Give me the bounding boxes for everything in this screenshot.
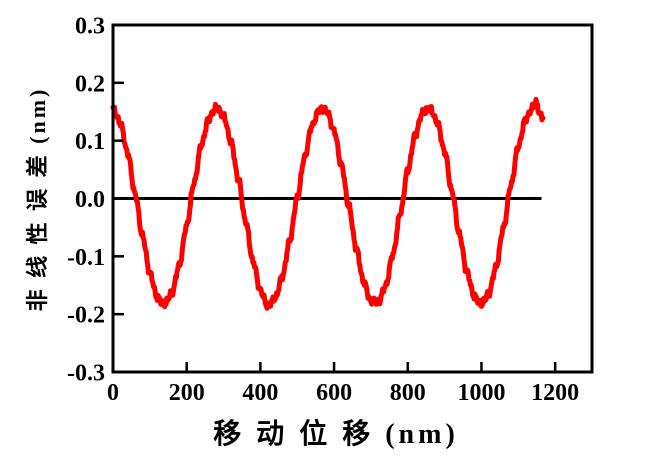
x-tick-label: 0 bbox=[107, 380, 119, 406]
x-tick-label: 1200 bbox=[531, 380, 579, 406]
y-axis-title: 非 线 性 误 差 (nm) bbox=[25, 86, 50, 312]
y-tick-label: -0.1 bbox=[67, 245, 105, 271]
x-tick-label: 1000 bbox=[457, 380, 505, 406]
y-tick-label: 0.2 bbox=[75, 71, 105, 97]
y-tick-label: 0.1 bbox=[75, 129, 105, 155]
x-tick-label: 400 bbox=[242, 380, 278, 406]
plot-frame bbox=[111, 23, 594, 374]
x-tick-label: 600 bbox=[316, 380, 352, 406]
signal-curve bbox=[110, 96, 546, 311]
y-tick-label: -0.2 bbox=[67, 303, 105, 329]
x-tick-label: 200 bbox=[169, 380, 205, 406]
y-tick-label: 0.0 bbox=[75, 187, 105, 213]
y-tick-label: -0.3 bbox=[67, 361, 105, 387]
x-axis-title: 移 动 位 移 (nm) bbox=[213, 419, 459, 450]
y-tick-label: 0.3 bbox=[75, 14, 105, 40]
x-tick-label: 800 bbox=[390, 380, 426, 406]
